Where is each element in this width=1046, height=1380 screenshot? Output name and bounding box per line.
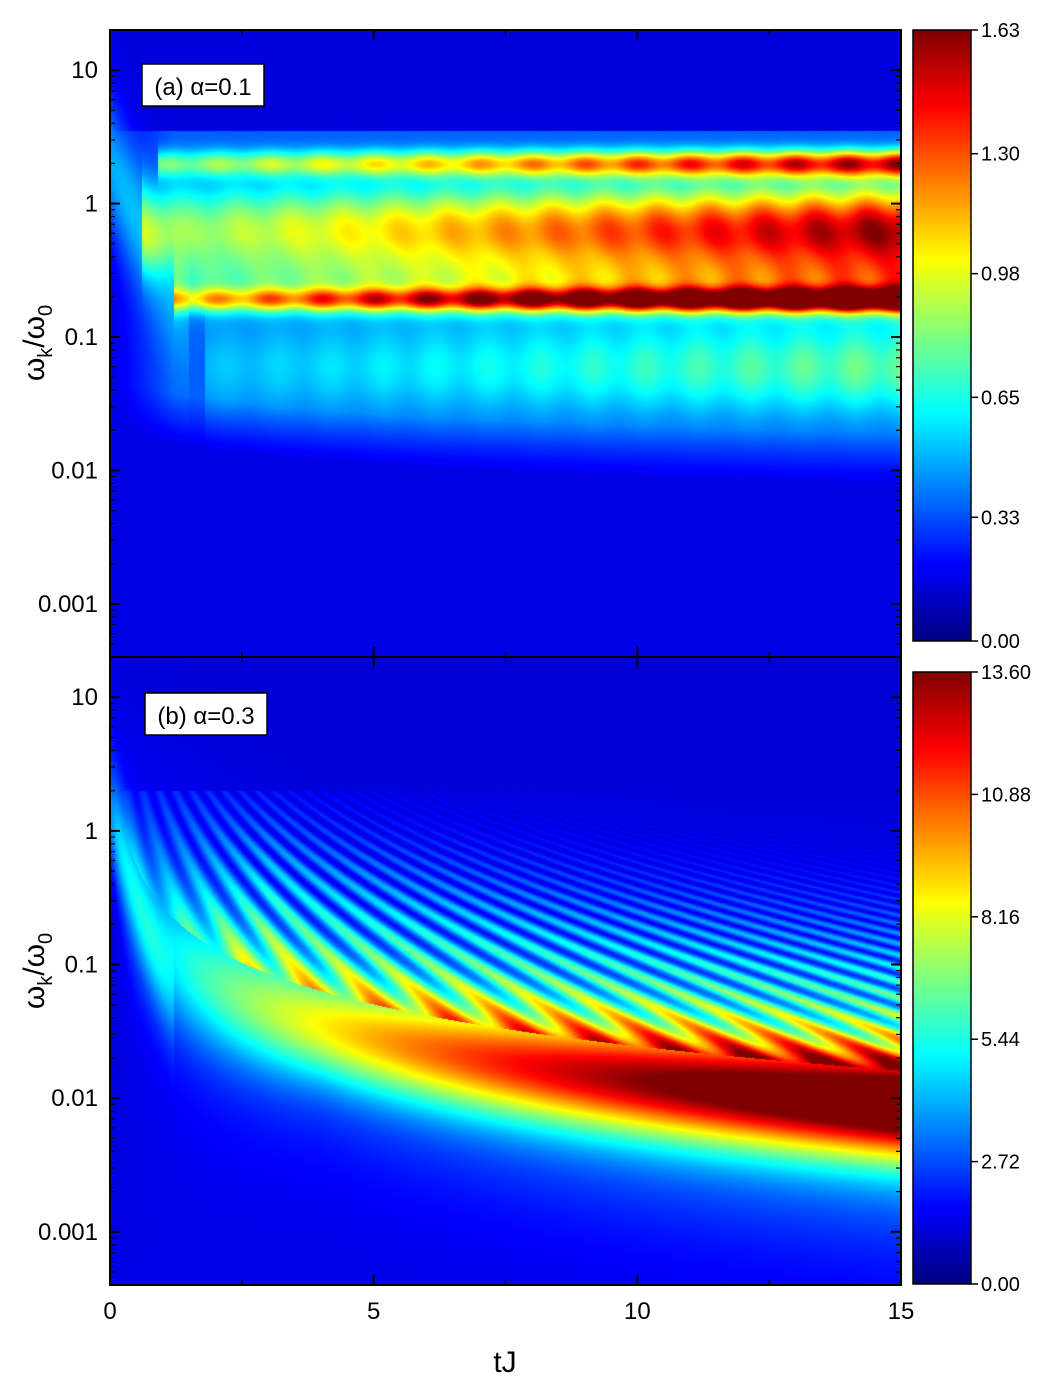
x-tick-label: 0 (103, 1298, 116, 1325)
colorbar-tick-label: 0.98 (981, 264, 1020, 286)
panel-a-annotation-box (141, 63, 265, 107)
x-axis-label: tJ (493, 1346, 516, 1379)
colorbar-tick-label: 2.72 (981, 1152, 1020, 1174)
panel-b-annotation-box (144, 692, 268, 736)
panel-a-ticks (109, 29, 902, 658)
y-tick-label: 10 (71, 57, 98, 84)
x-tick-label: 5 (367, 1298, 380, 1325)
y-tick-label: 0.01 (51, 457, 98, 484)
colorbar-tick-label: 1.63 (981, 20, 1020, 42)
panel-a-annotation: (a) α=0.1 (154, 74, 251, 101)
colorbar-tick-label: 0.00 (981, 631, 1020, 653)
colorbar-tick-label: 5.44 (981, 1029, 1020, 1051)
colorbar-tick-label: 0.33 (981, 507, 1020, 529)
colorbar-b-gradient (913, 672, 971, 1284)
colorbar-b-frame (912, 671, 972, 1285)
y-axis-label-a: ωk/ω0 (18, 305, 57, 381)
svg-text:ωk/ω0: ωk/ω0 (18, 933, 57, 1009)
y-tick-label: 1 (85, 818, 98, 845)
colorbar-tick-label: 13.60 (981, 662, 1031, 684)
y-label-sub-k: k (35, 347, 57, 358)
y-axis-label-b: ωk/ω0 (18, 933, 57, 1009)
x-tick-labels: 0 5 10 15 (103, 1298, 914, 1325)
panel-b: 10 1 0.1 0.01 0.001 (b) α=0.3 0.00 2.72 5.44 8.… (38, 656, 1031, 1296)
y-tick-label: 1 (85, 191, 98, 218)
y-label-slash-omega: /ω (18, 944, 51, 976)
y-tick-label: 10 (71, 684, 98, 711)
y-label-sub-0: 0 (35, 933, 57, 944)
colorbar-b-ticks: 0.00 2.72 5.44 8.16 10.88 13.60 (971, 662, 1031, 1296)
y-tick-label: 0.1 (65, 324, 98, 351)
colorbar-a-ticks: 0.00 0.33 0.65 0.98 1.30 1.63 (971, 20, 1020, 653)
y-tick-label: 0.001 (38, 591, 98, 618)
y-tick-label: 0.01 (51, 1085, 98, 1112)
panel-b-ticks (109, 656, 902, 1286)
y-label-slash-omega: /ω (18, 316, 51, 348)
colorbar-a-gradient (913, 30, 971, 641)
y-tick-label: 0.1 (65, 952, 98, 979)
colorbar-tick-label: 0.00 (981, 1274, 1020, 1296)
colorbar-a-frame (912, 29, 972, 642)
svg-text:ωk/ω0: ωk/ω0 (18, 305, 57, 381)
colorbar-tick-label: 8.16 (981, 907, 1020, 929)
y-label-omega: ω (18, 986, 51, 1009)
y-label-sub-0: 0 (35, 305, 57, 316)
y-tick-label: 0.001 (38, 1219, 98, 1246)
panel-b-plot-area (110, 657, 901, 1285)
x-tick-label: 15 (888, 1298, 915, 1325)
y-label-omega: ω (18, 358, 51, 381)
y-label-sub-k: k (35, 975, 57, 986)
x-tick-label: 10 (624, 1298, 651, 1325)
colorbar-tick-label: 0.65 (981, 387, 1020, 409)
panel-a-plot-area (110, 30, 901, 657)
colorbar-tick-label: 1.30 (981, 144, 1020, 166)
panel-b-annotation: (b) α=0.3 (157, 703, 254, 730)
panel-a-y-tick-labels: 10 1 0.1 0.01 0.001 (38, 57, 98, 618)
colorbar-tick-label: 10.88 (981, 784, 1031, 806)
panel-b-y-tick-labels: 10 1 0.1 0.01 0.001 (38, 684, 98, 1246)
